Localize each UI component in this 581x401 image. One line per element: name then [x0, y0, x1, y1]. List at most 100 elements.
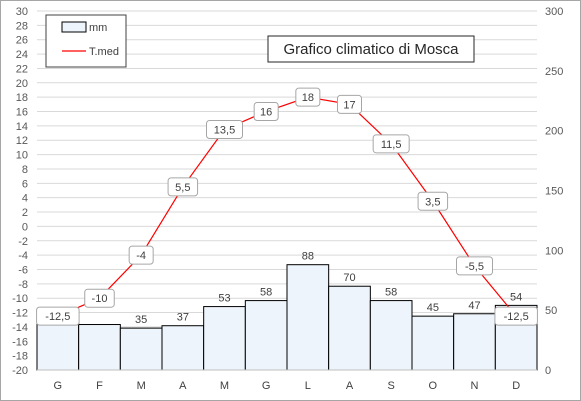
left-tick-label: 8 [22, 164, 28, 176]
bar-value-label: 45 [427, 302, 439, 314]
month-label: A [346, 380, 354, 392]
left-tick-label: 4 [22, 193, 28, 205]
bar-data-labels: 4035375358887058454754 [52, 251, 523, 326]
precipitation-bar [119, 327, 163, 371]
title-border [267, 35, 475, 63]
left-tick-label: 16 [16, 107, 28, 119]
left-tick-label: -2 [18, 236, 28, 248]
temperature-label-box [167, 177, 199, 197]
left-tick-label: 2 [22, 207, 28, 219]
left-tick-label: -8 [18, 279, 28, 291]
temperature-value-label: 16 [260, 107, 272, 119]
temperature-label-box [456, 256, 493, 276]
temperature-value-label: -4 [136, 250, 146, 262]
legend: mm T.med [45, 14, 127, 68]
month-label: O [429, 380, 438, 392]
precipitation-bar [411, 315, 455, 371]
bar-value-label: 35 [135, 314, 147, 326]
temperature-label-box [372, 134, 410, 154]
left-tick-label: -20 [12, 365, 28, 377]
month-label: S [387, 380, 394, 392]
precipitation-bars [36, 264, 538, 371]
temperature-label-box [337, 94, 362, 114]
month-label: L [305, 380, 311, 392]
precipitation-bar [161, 325, 205, 371]
precipitation-bar [203, 306, 246, 371]
right-tick-label: 100 [545, 245, 563, 257]
left-tick-label: 12 [16, 135, 28, 147]
temperature-value-label: 17 [343, 99, 355, 111]
temperature-value-label: -12,5 [504, 311, 529, 323]
right-tick-label: 150 [545, 186, 563, 198]
left-tick-label: 0 [22, 221, 28, 233]
precipitation-bar [369, 300, 413, 371]
left-tick-label: 14 [16, 121, 28, 133]
left-tick-label: 20 [16, 78, 28, 90]
right-tick-label: 0 [545, 365, 551, 377]
left-tick-label: -12 [12, 308, 28, 320]
left-tick-label: -6 [18, 264, 28, 276]
temperature-data-labels: -12,5 -10 -4 5,5 13,5 16 18 17 11,5 3,5 -5,5 -12,5 [36, 87, 538, 326]
bar-value-label: 58 [260, 287, 272, 299]
month-label: M [220, 380, 229, 392]
right-tick-label: 50 [545, 305, 557, 317]
precipitation-bar [453, 313, 496, 371]
legend-label-tmed: T.med [89, 46, 119, 58]
bar-value-label: 58 [385, 287, 397, 299]
left-tick-label: -4 [18, 250, 28, 262]
left-tick-label: 18 [16, 92, 28, 104]
precipitation-bar [78, 324, 121, 371]
temperature-label-box [36, 306, 80, 326]
temperature-label-box [417, 191, 449, 211]
chart-title-box: Grafico climatico di Mosca [267, 35, 475, 63]
temperature-label-box [84, 288, 115, 308]
right-tick-label: 250 [545, 66, 563, 78]
bar-value-label: 88 [302, 251, 314, 263]
left-tick-label: 30 [16, 6, 28, 18]
precipitation-bar [286, 264, 330, 371]
legend-swatch-mm [61, 21, 87, 33]
left-tick-label: -18 [12, 351, 28, 363]
bar-value-label: 53 [218, 293, 230, 305]
right-axis-ticks: 0 50 100 150 200 250 300 [545, 6, 563, 377]
month-label: G [262, 380, 271, 392]
temperature-value-label: 18 [302, 92, 314, 104]
left-axis-ticks: -20-18-16-14-12-10-8-6-4-202468101214161… [12, 6, 28, 377]
month-label: G [54, 380, 63, 392]
precipitation-bar [244, 300, 288, 371]
left-tick-label: -14 [12, 322, 28, 334]
left-tick-label: 10 [16, 150, 28, 162]
bar-value-label: 47 [468, 300, 480, 312]
left-tick-label: 24 [16, 49, 28, 61]
left-tick-label: 6 [22, 178, 28, 190]
legend-label-mm: mm [89, 22, 107, 34]
temperature-value-label: 5,5 [175, 182, 190, 194]
temperature-label-box [128, 245, 154, 265]
month-label: M [137, 380, 146, 392]
left-tick-label: -16 [12, 336, 28, 348]
temperature-label-box [253, 102, 279, 122]
left-tick-label: 26 [16, 35, 28, 47]
temperature-label-box [295, 87, 321, 107]
temperature-value-label: -12,5 [45, 311, 70, 323]
temperature-value-label: -5,5 [465, 261, 484, 273]
month-label: D [512, 380, 520, 392]
month-label: F [96, 380, 103, 392]
right-tick-label: 200 [545, 126, 563, 138]
left-tick-label: 28 [16, 20, 28, 32]
temperature-value-label: 11,5 [381, 139, 402, 151]
bar-value-label: 37 [177, 312, 189, 324]
temperature-value-label: -10 [92, 293, 108, 305]
month-label: N [471, 380, 479, 392]
month-label: A [179, 380, 187, 392]
bar-value-label: 70 [343, 272, 355, 284]
left-tick-label: 22 [16, 63, 28, 75]
temperature-label-box [206, 119, 243, 139]
right-tick-label: 300 [545, 6, 563, 18]
temperature-value-label: 3,5 [425, 196, 440, 208]
bar-value-label: 54 [510, 291, 522, 303]
chart-title: Grafico climatico di Mosca [283, 41, 459, 58]
precipitation-bar [36, 321, 80, 371]
